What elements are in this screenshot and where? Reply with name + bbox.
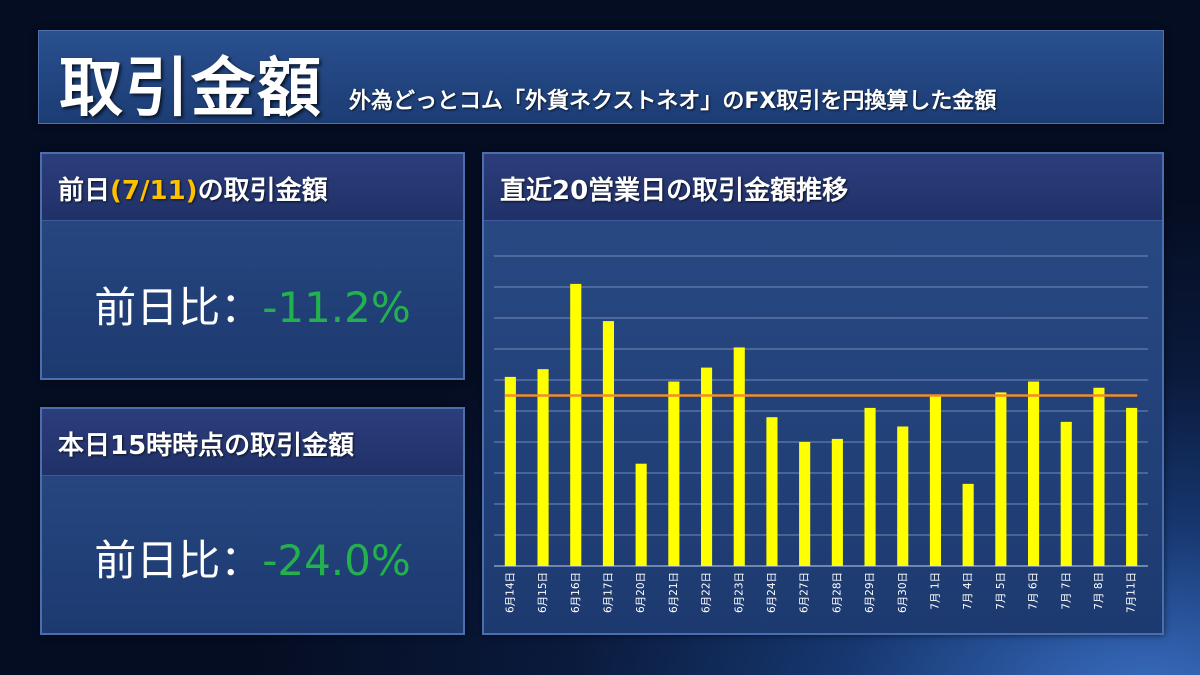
bar-18	[1093, 387, 1105, 566]
chart-panel-header: 直近20営業日の取引金額推移	[484, 154, 1162, 221]
today-card-header: 本日15時時点の取引金額	[42, 409, 463, 476]
page-subtitle: 外為どっとコム「外貨ネクストネオ」のFX取引を円換算した金額	[349, 89, 997, 114]
bar-6	[700, 367, 713, 566]
x-tick-label: 7月 1日	[929, 572, 941, 610]
bar-1	[537, 369, 549, 566]
x-tick-label: 6月23日	[733, 572, 745, 613]
x-tick-label: 6月22日	[701, 572, 713, 613]
x-tick-label: 6月24日	[766, 572, 778, 613]
prev-day-title-before: 前日	[58, 176, 111, 206]
bar-5	[668, 381, 680, 566]
prev-day-stat-label: 前日比：	[94, 283, 263, 332]
prev-day-card: 前日(7/11)の取引金額 前日比：-11.2%	[40, 152, 465, 380]
bar-16	[1027, 381, 1040, 566]
x-tick-label: 6月27日	[799, 572, 811, 613]
today-stat-label: 前日比：	[94, 536, 263, 585]
bar-2	[570, 283, 582, 566]
prev-day-title-after: の取引金額	[197, 176, 328, 206]
bar-15	[995, 392, 1007, 566]
x-tick-label: 6月30日	[897, 572, 909, 613]
x-tick-label: 6月29日	[864, 572, 876, 613]
bar-13	[929, 395, 942, 566]
x-tick-label: 7月 5日	[995, 572, 1007, 610]
bar-11	[864, 407, 876, 566]
x-tick-label: 7月 8日	[1093, 572, 1105, 610]
x-tick-label: 7月11日	[1126, 572, 1138, 613]
x-tick-label: 6月14日	[504, 572, 516, 613]
x-tick-label: 7月 4日	[962, 572, 974, 610]
today-stat: 前日比：-24.0%	[42, 527, 463, 588]
x-tick-label: 6月28日	[831, 572, 843, 613]
bar-14	[962, 483, 974, 566]
trade-amount-chart: 6月14日 6月15日 6月16日 6月17日 6月20日 6月21日 6月22日 6月23日…	[494, 255, 1148, 613]
chart-title: 直近20営業日の取引金額推移	[500, 176, 849, 206]
bar-4	[635, 463, 647, 566]
prev-day-stat-value: -11.2%	[262, 283, 411, 332]
today-stat-value: -24.0%	[262, 536, 411, 585]
prev-day-card-title: 前日(7/11)の取引金額	[58, 170, 328, 207]
page-title: 取引金額	[59, 52, 323, 126]
bar-10	[831, 438, 843, 566]
x-tick-label: 6月17日	[602, 572, 614, 613]
x-tick-label: 6月21日	[668, 572, 680, 613]
bar-8	[766, 417, 778, 566]
bar-17	[1060, 421, 1072, 566]
bar-7	[733, 347, 745, 566]
bar-0	[504, 376, 516, 566]
bar-19	[1126, 407, 1138, 566]
x-tick-label: 6月15日	[537, 572, 549, 613]
prev-day-date: (7/11)	[110, 176, 198, 206]
prev-day-card-header: 前日(7/11)の取引金額	[42, 154, 463, 221]
prev-day-stat: 前日比：-11.2%	[42, 274, 463, 335]
x-tick-label: 6月16日	[570, 572, 582, 613]
bar-3	[602, 321, 615, 566]
bar-9	[799, 442, 811, 566]
bar-12	[897, 426, 909, 566]
chart-panel: 直近20営業日の取引金額推移 6月14日 6月15日 6月16日 6月17日 6月20日…	[482, 152, 1164, 635]
today-card-title: 本日15時時点の取引金額	[58, 431, 355, 461]
x-tick-label: 6月20日	[635, 572, 647, 613]
x-tick-label: 7月 7日	[1060, 572, 1072, 610]
x-tick-label: 7月 6日	[1028, 572, 1040, 610]
header-bar: 取引金額 外為どっとコム「外貨ネクストネオ」のFX取引を円換算した金額	[38, 30, 1164, 126]
today-card: 本日15時時点の取引金額 前日比：-24.0%	[40, 407, 465, 635]
